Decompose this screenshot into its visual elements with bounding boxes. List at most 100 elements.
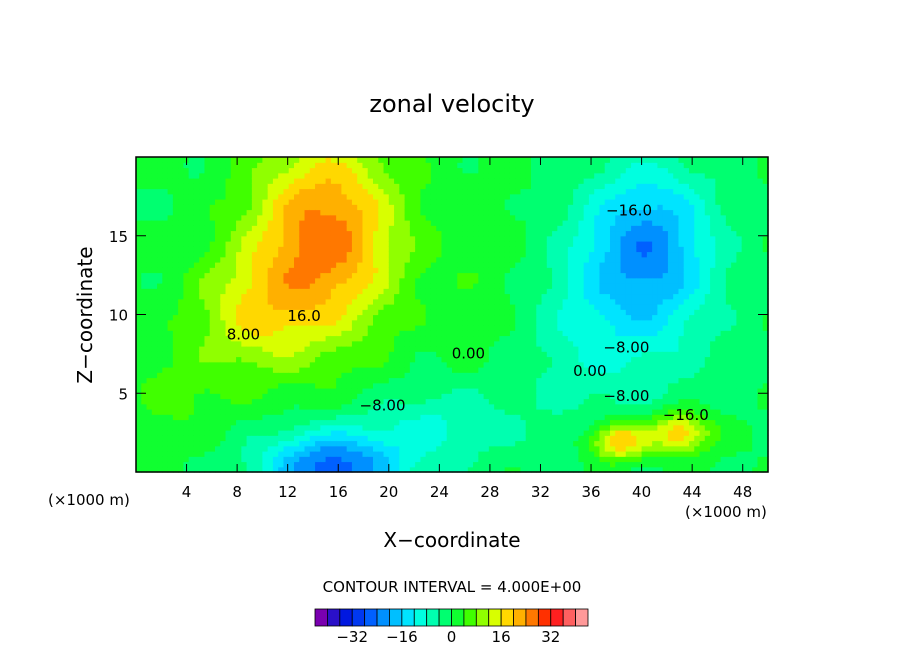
field-cell (546, 403, 553, 410)
field-cell (420, 409, 427, 415)
field-cell (488, 288, 495, 295)
field-cell (157, 256, 163, 263)
field-cell (351, 283, 358, 289)
field-cell (436, 398, 443, 405)
field-cell (251, 298, 258, 305)
field-cell (552, 330, 558, 337)
field-cell (288, 361, 295, 368)
field-cell (257, 435, 263, 442)
field-cell (309, 351, 316, 358)
field-cell (441, 361, 448, 368)
field-cell (230, 256, 237, 263)
field-cell (536, 277, 543, 284)
field-cell (557, 351, 564, 358)
field-cell (557, 388, 564, 394)
field-cell (146, 277, 153, 284)
field-cell (325, 466, 332, 473)
field-cell (167, 351, 174, 358)
field-cell (520, 309, 527, 316)
field-cell (531, 372, 537, 379)
field-cell (157, 361, 163, 368)
field-cell (488, 424, 495, 431)
field-cell (136, 377, 142, 384)
field-cell (220, 157, 227, 163)
field-cell (525, 377, 532, 384)
field-cell (283, 346, 290, 352)
field-cell (246, 204, 253, 211)
field-cell (278, 351, 285, 358)
field-cell (272, 451, 279, 457)
field-cell (441, 377, 448, 384)
field-cell (157, 262, 163, 268)
field-cell (394, 230, 400, 237)
field-cell (251, 178, 258, 184)
field-cell (557, 330, 564, 337)
field-cell (509, 414, 516, 421)
field-cell (462, 419, 469, 426)
field-cell (241, 199, 248, 205)
field-cell (509, 445, 516, 452)
field-cell (283, 304, 290, 310)
field-cell (462, 167, 469, 174)
field-cell (167, 382, 174, 389)
field-cell (420, 314, 427, 321)
field-cell (320, 256, 327, 263)
field-cell (557, 372, 564, 379)
field-cell (257, 403, 263, 410)
field-cell (336, 346, 342, 352)
field-cell (520, 162, 527, 169)
field-cell (409, 157, 416, 163)
field-cell (452, 256, 458, 263)
field-cell (420, 424, 427, 431)
field-cell (157, 167, 163, 174)
field-cell (520, 382, 527, 389)
field-cell (288, 435, 295, 442)
field-cell (278, 209, 285, 216)
field-cell (315, 346, 321, 352)
field-cell (388, 183, 395, 190)
field-cell (157, 419, 163, 426)
field-cell (136, 335, 142, 342)
field-cell (230, 461, 237, 468)
field-cell (567, 445, 574, 452)
field-cell (457, 314, 464, 321)
field-cell (188, 314, 195, 321)
field-cell (241, 351, 248, 358)
field-cell (209, 220, 216, 226)
field-cell (520, 235, 527, 242)
field-cell (294, 319, 300, 326)
field-cell (473, 309, 479, 316)
field-cell (351, 356, 358, 363)
field-cell (531, 157, 537, 163)
field-cell (409, 435, 416, 442)
field-cell (151, 288, 158, 295)
field-cell (288, 325, 295, 331)
field-cell (499, 456, 506, 463)
field-cell (562, 466, 569, 473)
field-cell (446, 424, 453, 431)
field-cell (278, 235, 285, 242)
field-cell (225, 230, 232, 237)
field-cell (272, 241, 279, 247)
field-cell (546, 193, 553, 200)
field-cell (509, 183, 516, 190)
field-cell (383, 246, 390, 253)
field-cell (462, 456, 469, 463)
field-cell (446, 445, 453, 452)
field-cell (367, 167, 374, 174)
field-cell (330, 367, 337, 373)
field-cell (515, 314, 522, 321)
field-cell (330, 356, 337, 363)
field-cell (404, 356, 411, 363)
field-cell (378, 388, 385, 394)
field-cell (441, 330, 448, 337)
field-cell (346, 157, 353, 163)
field-cell (457, 430, 464, 436)
field-cell (567, 214, 574, 221)
field-cell (136, 430, 142, 436)
field-cell (294, 304, 300, 310)
field-cell (309, 246, 316, 253)
field-cell (504, 351, 511, 358)
field-cell (425, 424, 432, 431)
field-cell (188, 340, 195, 347)
